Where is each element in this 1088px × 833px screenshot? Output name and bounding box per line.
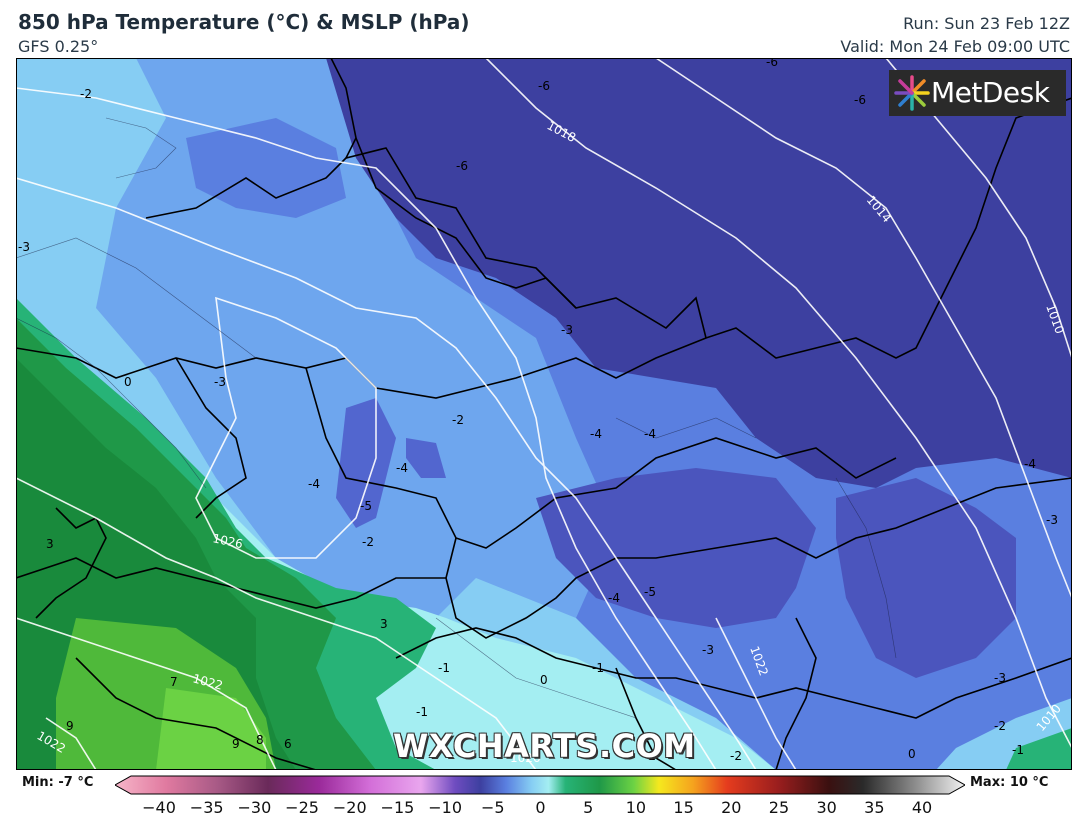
watermark: WXCHARTS.COM (393, 727, 696, 765)
temp-label: -4 (644, 427, 656, 441)
temp-label: 8 (256, 733, 264, 747)
temp-field-minus5-east (836, 478, 1016, 678)
temp-label: 0 (908, 747, 916, 761)
country-borders (16, 58, 1072, 770)
temp-label: 0 (124, 375, 132, 389)
temp-label: -4 (608, 591, 620, 605)
color-scale-ticks: −40 −35 −30 −25 −20 −15 −10 −5 0 5 10 15 20 25 30 35 40 (0, 798, 1088, 820)
temp-label: -1 (438, 661, 450, 675)
temp-label: -6 (456, 159, 468, 173)
temp-label: -1 (592, 661, 604, 675)
temp-label: -5 (360, 499, 372, 513)
legend-max-label: Max: 10 °C (970, 775, 1049, 790)
valid-time: Valid: Mon 24 Feb 09:00 UTC (840, 37, 1070, 56)
temp-label: -6 (538, 79, 550, 93)
logo-text: MetDesk (931, 76, 1050, 109)
scale-tick-label: −35 (189, 798, 224, 817)
metdesk-logo: MetDesk (889, 70, 1066, 116)
scale-tick-label: 30 (816, 798, 837, 817)
temp-field-se-teal (1006, 728, 1072, 770)
temp-label: -3 (18, 240, 30, 254)
temp-label: -6 (854, 93, 866, 107)
temp-label: -6 (766, 58, 778, 69)
scale-tick-label: −20 (332, 798, 367, 817)
temp-label: -3 (214, 375, 226, 389)
scale-tick-label: 40 (911, 798, 933, 817)
scale-tick-label: −15 (380, 798, 415, 817)
temp-label: -1 (416, 705, 428, 719)
legend-min-label: Min: -7 °C (22, 775, 94, 790)
temp-label: 3 (46, 537, 54, 551)
weather-map: -2 -3 -6 -6 -6 -6 -3 0 -3 -2 -4 -4 -5 -2… (16, 58, 1072, 770)
model-label: GFS 0.25° (18, 37, 99, 56)
temp-label: 9 (232, 737, 240, 751)
temp-label: -4 (396, 461, 408, 475)
map-frame (16, 58, 1072, 770)
isobar-label: 1026 (211, 531, 244, 551)
temp-field-minus4-pocket-2 (406, 438, 446, 478)
temp-field-minus4-north (186, 118, 346, 218)
temperature-contours (16, 117, 897, 719)
scale-tick-label: −5 (481, 798, 505, 817)
scale-tick-label: −30 (237, 798, 272, 817)
color-scale-bar (115, 775, 965, 795)
temp-label: -4 (1024, 457, 1036, 471)
chart-title: 850 hPa Temperature (°C) & MSLP (hPa) (18, 10, 470, 34)
scale-tick-label: −25 (285, 798, 319, 817)
scale-tick-label: 25 (768, 798, 790, 817)
temp-label: 3 (380, 617, 388, 631)
temp-field-minus4-pocket (336, 398, 396, 528)
isobar-label: 1026 (510, 751, 541, 765)
temperature-labels: -2 -3 -6 -6 -6 -6 -3 0 -3 -2 -4 -4 -5 -2… (18, 58, 1058, 763)
temp-label: -2 (80, 87, 92, 101)
temp-label: 9 (66, 719, 74, 733)
temp-label: -3 (702, 643, 714, 657)
temp-label: 6 (284, 737, 292, 751)
scale-tick-label: 20 (721, 798, 742, 817)
temp-label: -1 (1012, 743, 1024, 757)
scale-tick-label: 0 (535, 798, 546, 817)
temp-label: -2 (994, 719, 1006, 733)
scale-tick-label: 35 (864, 798, 885, 817)
scale-tick-label: 10 (625, 798, 647, 817)
temp-field-minus5 (536, 468, 816, 628)
starburst-logo-icon (894, 75, 930, 111)
color-scale-gradient (115, 775, 965, 795)
temp-label: -3 (561, 323, 573, 337)
temp-field-minus6 (326, 58, 1072, 488)
temp-label: -5 (644, 585, 656, 599)
temp-label: -2 (452, 413, 464, 427)
scale-tick-label: −10 (428, 798, 463, 817)
temp-label: -2 (362, 535, 374, 549)
temp-label: -3 (1046, 513, 1058, 527)
temp-label: -4 (590, 427, 602, 441)
temp-label: -2 (644, 749, 656, 763)
temp-field-9 (156, 688, 266, 770)
temp-label: -2 (730, 749, 742, 763)
temp-label: 0 (540, 673, 548, 687)
temp-label: -4 (308, 477, 320, 491)
scale-tick-label: 5 (583, 798, 594, 817)
temp-label: 7 (170, 675, 178, 689)
temp-label: -3 (994, 671, 1006, 685)
run-time: Run: Sun 23 Feb 12Z (903, 14, 1070, 33)
scale-tick-label: −40 (142, 798, 176, 817)
scale-tick-label: 15 (673, 798, 694, 817)
